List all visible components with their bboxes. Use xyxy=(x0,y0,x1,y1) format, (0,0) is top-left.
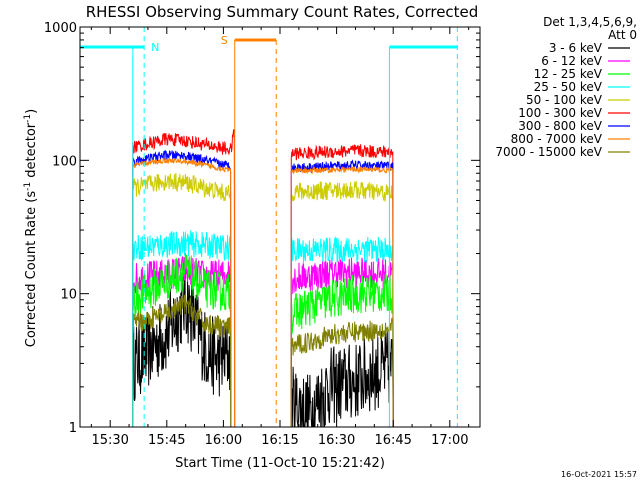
legend-label-4: 50 - 100 keV xyxy=(526,93,603,107)
plot-annotations: NS xyxy=(79,27,458,427)
series-5-segment-2 xyxy=(290,144,394,428)
series-2-segment-1 xyxy=(132,252,232,428)
x-tick-label-4: 16:30 xyxy=(318,433,355,448)
legend-label-0: 3 - 6 keV xyxy=(549,41,603,55)
series-6-segment-1 xyxy=(132,150,232,428)
legend-label-5: 100 - 300 keV xyxy=(518,106,602,120)
footer-timestamp: 16-Oct-2021 15:57 xyxy=(561,470,637,479)
x-tick-label-3: 16:15 xyxy=(261,433,298,448)
y-axis-label-mid: detector xyxy=(24,122,39,182)
y-axis-label: Corrected Count Rate (s-1 detector-1) xyxy=(23,109,39,347)
series-4-segment-2 xyxy=(290,180,394,428)
y-tick-label-2: 100 xyxy=(52,154,77,169)
x-tick-label-0: 15:30 xyxy=(91,433,128,448)
series-3-segment-2 xyxy=(290,236,394,428)
x-tick-label-6: 17:00 xyxy=(431,433,468,448)
x-axis: 15:30 15:45 16:00 16:15 16:30 16:45 17:00 xyxy=(90,27,470,448)
series-0-segment-2 xyxy=(290,330,394,428)
series-5-segment-1 xyxy=(132,129,236,428)
x-tick-label-2: 16:00 xyxy=(205,433,242,448)
series-7-segment-1 xyxy=(132,157,232,428)
x-tick-label-5: 16:45 xyxy=(374,433,411,448)
legend-label-3: 25 - 50 keV xyxy=(534,80,603,94)
y-axis-label-sup1: -1 xyxy=(23,182,33,191)
series-8-segment-2 xyxy=(290,317,394,428)
chart-title: RHESSI Observing Summary Count Rates, Co… xyxy=(86,3,479,21)
saa-label: S xyxy=(221,34,228,47)
legend-label-7: 800 - 7000 keV xyxy=(511,132,603,146)
legend-label-8: 7000 - 15000 keV xyxy=(495,145,602,159)
y-axis-label-main: Corrected Count Rate (s xyxy=(24,191,39,348)
y-tick-label-3: 1000 xyxy=(44,21,77,36)
series-2-segment-2 xyxy=(290,273,394,428)
series-4-segment-1 xyxy=(132,172,232,428)
night-label-0: N xyxy=(151,41,159,54)
series-8-segment-1 xyxy=(132,293,232,428)
y-axis-label-sup2: -1 xyxy=(23,114,33,123)
legend-label-6: 300 - 800 keV xyxy=(518,119,602,133)
y-tick-label-0: 1 xyxy=(69,421,77,436)
legend-header-detectors: Det 1,3,4,5,6,9, xyxy=(543,15,637,29)
x-tick-label-1: 15:45 xyxy=(148,433,185,448)
legend-label-2: 12 - 25 keV xyxy=(534,67,603,81)
plot-traces xyxy=(132,129,394,428)
series-3-segment-1 xyxy=(132,230,232,428)
x-axis-label: Start Time (11-Oct-10 15:21:42) xyxy=(175,456,385,471)
y-axis: 1 10 100 1000 xyxy=(44,21,480,436)
plot-frame xyxy=(79,26,481,428)
y-tick-label-1: 10 xyxy=(60,288,77,303)
legend-label-1: 6 - 12 keV xyxy=(541,54,603,68)
legend-header-attenuator: Att 0 xyxy=(608,28,637,42)
series-1-segment-1 xyxy=(132,256,232,428)
y-axis-label-end: ) xyxy=(24,109,39,114)
series-7-segment-2 xyxy=(290,165,394,428)
